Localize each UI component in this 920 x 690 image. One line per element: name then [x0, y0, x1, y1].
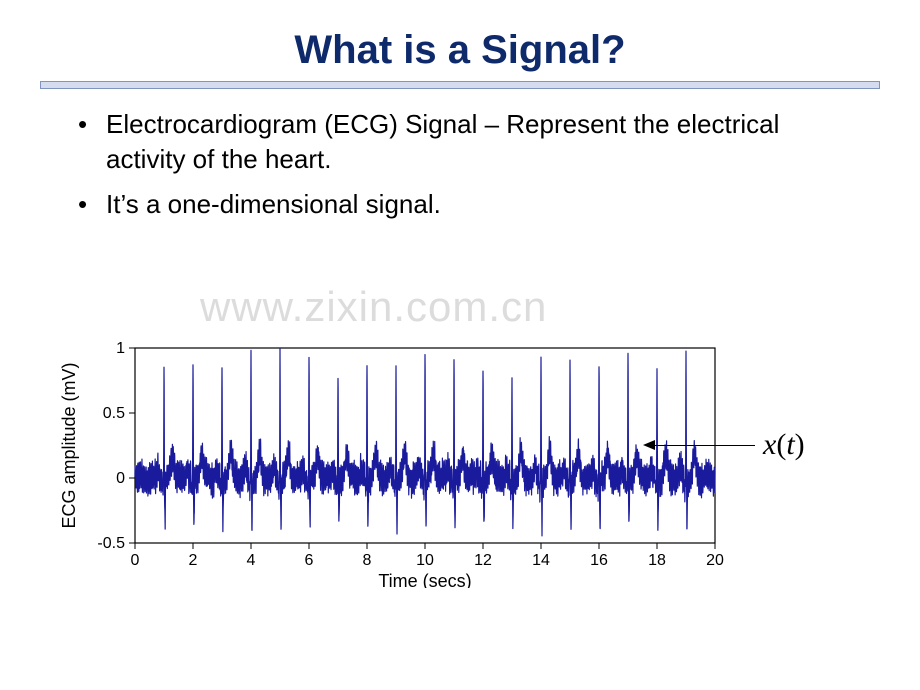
arrow-line-icon [655, 445, 755, 446]
arrow-head-icon [643, 440, 655, 450]
svg-text:ECG amplitude (mV): ECG amplitude (mV) [59, 362, 79, 528]
svg-text:0: 0 [131, 552, 140, 569]
label-open-paren: ( [776, 428, 786, 461]
watermark-text: www.zixin.com.cn [200, 283, 547, 331]
svg-text:6: 6 [305, 552, 314, 569]
svg-text:2: 2 [189, 552, 198, 569]
label-x: x [763, 428, 776, 461]
bullet-text: It’s a one-dimensional signal. [106, 187, 850, 222]
svg-text:14: 14 [532, 552, 550, 569]
svg-text:12: 12 [474, 552, 492, 569]
signal-pointer: x(t) [655, 428, 805, 462]
ecg-svg: 0 2 4 6 8 10 12 14 16 18 20 -0.5 0 0.5 1 Time (secs) ECG… [55, 328, 735, 588]
svg-text:16: 16 [590, 552, 608, 569]
signal-label: x(t) [763, 428, 805, 462]
svg-text:-0.5: -0.5 [97, 535, 125, 552]
bullet-text: Electrocardiogram (ECG) Signal – Represe… [106, 107, 850, 177]
svg-text:1: 1 [116, 340, 125, 357]
svg-text:20: 20 [706, 552, 724, 569]
svg-text:Time (secs): Time (secs) [378, 571, 471, 588]
bullet-item: • Electrocardiogram (ECG) Signal – Repre… [78, 107, 850, 177]
svg-text:0.5: 0.5 [103, 405, 125, 422]
svg-text:10: 10 [416, 552, 434, 569]
slide-title: What is a Signal? [0, 28, 920, 73]
slide: What is a Signal? • Electrocardiogram (E… [0, 28, 920, 690]
bullet-dot-icon: • [78, 189, 86, 219]
ecg-chart: 0 2 4 6 8 10 12 14 16 18 20 -0.5 0 0.5 1 Time (secs) ECG… [55, 328, 735, 588]
bullet-item: • It’s a one-dimensional signal. [78, 187, 850, 222]
bullet-list: • Electrocardiogram (ECG) Signal – Repre… [78, 107, 850, 222]
svg-text:4: 4 [247, 552, 256, 569]
svg-text:0: 0 [116, 470, 125, 487]
title-underline [40, 81, 880, 89]
label-t: t [786, 428, 794, 461]
svg-text:18: 18 [648, 552, 666, 569]
svg-text:8: 8 [363, 552, 372, 569]
bullet-dot-icon: • [78, 109, 86, 139]
label-close-paren: ) [795, 428, 805, 461]
